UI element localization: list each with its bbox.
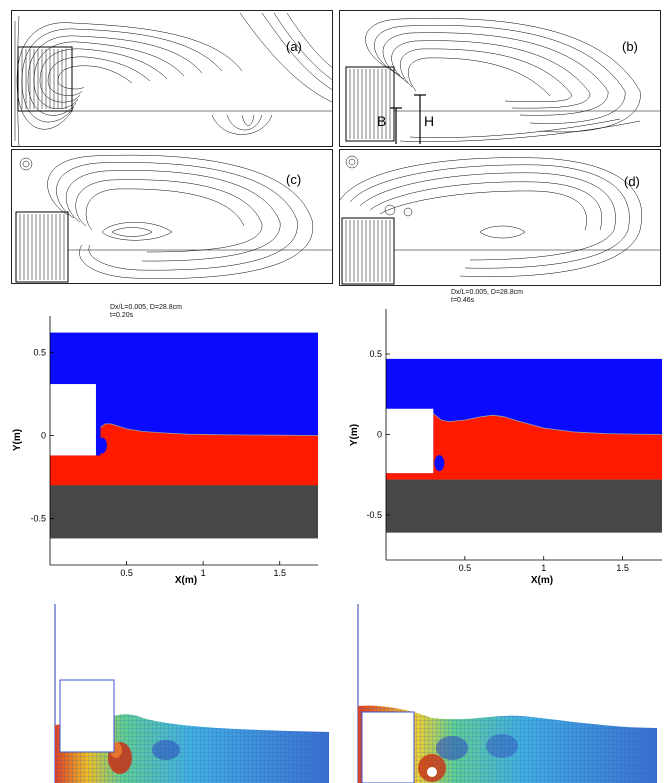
panel-label-d: (d) bbox=[624, 174, 640, 189]
phase-caption-left: Dx/L=0.005, D=28.8cm t=0.20s bbox=[110, 304, 182, 320]
vortex-blue bbox=[436, 736, 468, 760]
streamline-figure-d: (d) bbox=[340, 155, 660, 285]
streamline-figure-c: (c) bbox=[15, 154, 332, 283]
phase-caption-left-line2: t=0.20s bbox=[110, 312, 134, 319]
x-tick-label: 0.5 bbox=[459, 563, 472, 573]
streamline-panel-d: (d) bbox=[339, 149, 661, 286]
x-tick-label: 1 bbox=[201, 568, 206, 578]
streamline-figure-b: B H (b) bbox=[345, 18, 660, 144]
air-pocket bbox=[434, 455, 445, 472]
phase-caption-right-line1: Dx/L=0.005, D=28.8cm bbox=[451, 289, 523, 296]
phase-plot-right-area: 0.5 1 1.5 0.5 0 -0.5 bbox=[366, 309, 663, 573]
streamline-panel-b: B H (b) bbox=[339, 10, 661, 147]
ground-region bbox=[50, 485, 318, 539]
annotation-b: B bbox=[377, 113, 386, 129]
phase-plot-left: 0.5 1 1.5 0.5 0 -0.5 X(m) Y(m) bbox=[12, 316, 319, 586]
x-tick-label: 0.5 bbox=[120, 568, 133, 578]
phase-right-xlabel: X(m) bbox=[531, 575, 553, 586]
vortex-blue-2 bbox=[486, 734, 518, 758]
y-tick-label: 0.5 bbox=[369, 349, 382, 359]
water-region bbox=[386, 413, 662, 480]
y-tick-label: 0.5 bbox=[33, 348, 46, 358]
streamline-figure-a: (a) bbox=[14, 12, 332, 146]
body-block bbox=[361, 711, 415, 783]
y-tick-label: 0 bbox=[41, 431, 46, 441]
mesh-panel-left bbox=[54, 604, 329, 783]
y-tick-label: 0 bbox=[377, 430, 382, 440]
streamline-panel-c: (c) bbox=[11, 149, 333, 284]
air-pocket bbox=[96, 437, 107, 454]
panel-label-b: (b) bbox=[622, 39, 638, 54]
phase-plot-left-area: 0.5 1 1.5 0.5 0 -0.5 bbox=[30, 316, 319, 578]
phase-left-ylabel: Y(m) bbox=[12, 429, 23, 451]
body-block bbox=[341, 217, 395, 285]
phase-right-ylabel: Y(m) bbox=[349, 424, 360, 446]
air-bubble bbox=[427, 767, 437, 777]
panel-label-c: (c) bbox=[286, 172, 301, 187]
vortex-blue bbox=[152, 740, 180, 760]
ground-region bbox=[386, 479, 662, 533]
y-tick-label: -0.5 bbox=[30, 514, 46, 524]
phase-caption-left-line1: Dx/L=0.005, D=28.8cm bbox=[110, 304, 182, 311]
streamline-panel-a: (a) bbox=[11, 10, 333, 147]
x-tick-label: 1 bbox=[541, 563, 546, 573]
free-surface-line bbox=[433, 413, 663, 435]
phase-plot-right: 0.5 1 1.5 0.5 0 -0.5 X(m) Y(m) bbox=[349, 309, 663, 586]
phase-caption-right: Dx/L=0.005, D=28.8cm t=0.46s bbox=[451, 289, 523, 305]
panel-label-a: (a) bbox=[286, 39, 302, 54]
phase-caption-right-line2: t=0.46s bbox=[451, 297, 475, 304]
body-block bbox=[59, 679, 115, 753]
mesh-panel-right bbox=[357, 604, 657, 783]
annotation-h: H bbox=[424, 113, 434, 129]
water-region bbox=[50, 423, 318, 486]
free-surface-line bbox=[100, 423, 319, 436]
body-block bbox=[386, 408, 434, 474]
x-tick-label: 1.5 bbox=[273, 568, 286, 578]
body-block bbox=[17, 46, 73, 112]
body-block bbox=[50, 384, 96, 456]
x-tick-label: 1.5 bbox=[616, 563, 629, 573]
phase-left-xlabel: X(m) bbox=[175, 575, 197, 586]
y-tick-label: -0.5 bbox=[366, 510, 382, 520]
body-block bbox=[15, 211, 69, 283]
